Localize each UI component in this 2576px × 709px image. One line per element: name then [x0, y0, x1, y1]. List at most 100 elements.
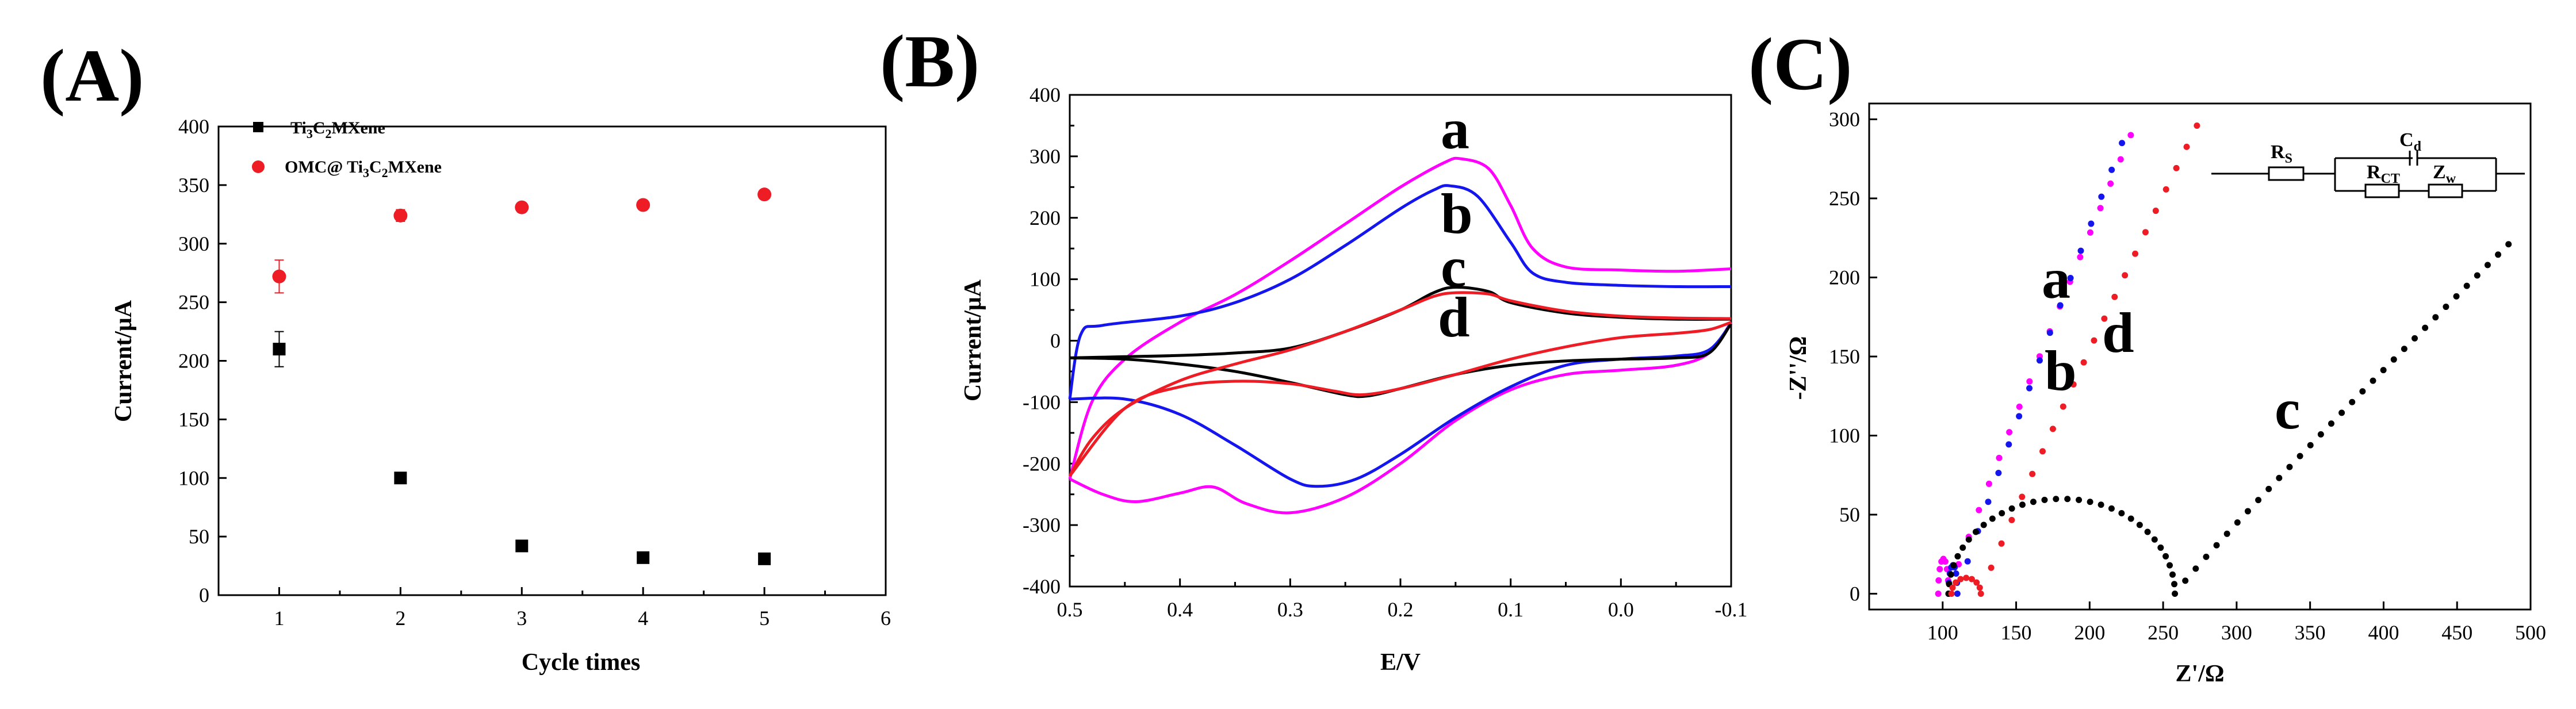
point-omc-ti3c2mxene — [393, 208, 408, 223]
panel-a-ytick-label: 250 — [178, 291, 209, 314]
panel-b-ytick-label: -300 — [1023, 513, 1061, 536]
circuit-rs: RS — [2271, 141, 2292, 166]
nyquist-point-d — [2132, 250, 2139, 257]
nyquist-point-a — [2026, 378, 2033, 385]
nyquist-point-b — [1964, 558, 1971, 565]
panel-c-ylabel: -Z''/Ω — [1785, 336, 1812, 400]
nyquist-point-b — [2016, 413, 2023, 420]
nyquist-point-d — [2039, 448, 2046, 455]
panel-b-ytick-label: 200 — [1029, 206, 1061, 229]
nyquist-point-b — [2005, 441, 2012, 448]
nyquist-point-a — [1985, 480, 1992, 487]
point-ti3c2mxene — [273, 343, 286, 356]
point-ti3c2mxene — [637, 551, 650, 564]
nyquist-point-c — [2192, 565, 2199, 572]
panel-c-ytick-label: 150 — [1829, 345, 1860, 368]
nyquist-point-c — [2432, 314, 2439, 321]
nyquist-point-a — [1976, 507, 1982, 513]
legend-marker-circle — [252, 160, 265, 173]
nyquist-point-d — [2173, 164, 2180, 171]
nyquist-point-a — [2127, 132, 2134, 139]
panel-c-curve-label-b: b — [2045, 339, 2077, 403]
nyquist-point-d — [2111, 293, 2118, 300]
nyquist-point-d — [2008, 516, 2015, 523]
panel-c-ytick-label: 200 — [1829, 266, 1860, 289]
nyquist-point-c — [1999, 509, 2005, 516]
nyquist-point-c — [2019, 501, 2026, 508]
panel-c-curve-label-d: d — [2102, 301, 2134, 365]
nyquist-point-c — [2338, 409, 2345, 416]
nyquist-point-d — [1968, 576, 1975, 582]
point-ti3c2mxene — [515, 539, 529, 553]
nyquist-point-c — [2422, 324, 2429, 331]
nyquist-point-c — [2359, 388, 2366, 395]
panel-b-xtick-label: 0.4 — [1167, 598, 1193, 621]
panel-a-xtick-label: 2 — [395, 607, 405, 630]
nyquist-point-d — [2152, 208, 2159, 214]
nyquist-point-a — [1996, 454, 2003, 461]
panel-c-ytick-label: 300 — [1829, 108, 1860, 131]
panel-c-xtick-label: 350 — [2295, 621, 2326, 644]
panel-c-xtick-label: 300 — [2221, 621, 2252, 644]
nyquist-point-d — [2060, 403, 2066, 410]
nyquist-point-c — [1972, 528, 1979, 535]
panel-c-ytick-label: 0 — [1850, 582, 1860, 605]
panel-b-ytick-label: -400 — [1023, 575, 1061, 598]
nyquist-point-c — [2167, 562, 2173, 569]
panel-b-xtick-label: -0.1 — [1715, 598, 1748, 621]
nyquist-point-b — [1953, 570, 1959, 577]
nyquist-point-d — [1977, 591, 1984, 597]
cv-curve-d-forward — [1068, 291, 1732, 477]
nyquist-point-d — [1953, 579, 1959, 586]
nyquist-point-d — [2070, 381, 2077, 388]
panel-c-xtick-label: 450 — [2441, 621, 2472, 644]
nyquist-point-c — [2443, 304, 2449, 311]
nyquist-point-c — [2463, 282, 2470, 289]
nyquist-point-c — [2223, 530, 2230, 537]
nyquist-point-c — [2108, 505, 2115, 512]
nyquist-point-a — [2077, 254, 2084, 260]
nyquist-point-a — [2117, 156, 2124, 163]
panel-c-label: (C) — [1748, 23, 1852, 106]
nyquist-point-d — [1957, 576, 1964, 582]
nyquist-point-a — [2097, 205, 2104, 212]
panel-c-ytick-label: 50 — [1839, 503, 1860, 526]
panel-a-ytick-label: 100 — [178, 466, 209, 489]
nyquist-point-c — [2349, 398, 2356, 405]
nyquist-point-a — [2107, 180, 2114, 187]
panel-b-ytick-label: 300 — [1029, 145, 1061, 168]
point-omc-ti3c2mxene — [515, 200, 529, 214]
nyquist-point-c — [1950, 562, 1957, 569]
panel-b-curve-label-b: b — [1441, 182, 1473, 246]
nyquist-point-a — [2087, 229, 2093, 236]
nyquist-point-c — [2380, 367, 2387, 374]
nyquist-point-c — [2255, 497, 2262, 504]
cv-curve-d-reverse — [1069, 321, 1732, 477]
nyquist-point-b — [1954, 591, 1961, 597]
nyquist-point-a — [1942, 558, 1949, 565]
nyquist-point-c — [2484, 262, 2491, 269]
panel-a-xtick-label: 1 — [274, 607, 284, 630]
point-omc-ti3c2mxene — [757, 187, 772, 202]
panel-b-ytick-label: -100 — [1023, 390, 1061, 413]
nyquist-point-d — [2101, 315, 2108, 322]
nyquist-point-a — [2016, 403, 2023, 410]
panel-a-xtick-label: 5 — [759, 607, 770, 630]
nyquist-point-c — [2144, 528, 2151, 535]
nyquist-point-c — [2453, 293, 2460, 300]
panel-a-ytick-label: 350 — [178, 174, 209, 197]
panel-a-xtick-label: 3 — [516, 607, 527, 630]
nyquist-point-c — [2213, 542, 2220, 549]
panel-a-ylabel: Current/μA — [110, 300, 137, 422]
nyquist-point-c — [2390, 356, 2397, 363]
panel-a-frame — [217, 125, 887, 596]
nyquist-point-d — [1976, 584, 1983, 591]
nyquist-point-c — [2276, 474, 2283, 481]
nyquist-point-c — [1947, 571, 1954, 578]
nyquist-point-c — [2317, 431, 2324, 438]
nyquist-point-d — [1948, 591, 1955, 597]
nyquist-point-c — [2157, 544, 2164, 551]
nyquist-point-c — [2401, 346, 2407, 352]
panel-b-ytick-label: 400 — [1029, 83, 1061, 106]
